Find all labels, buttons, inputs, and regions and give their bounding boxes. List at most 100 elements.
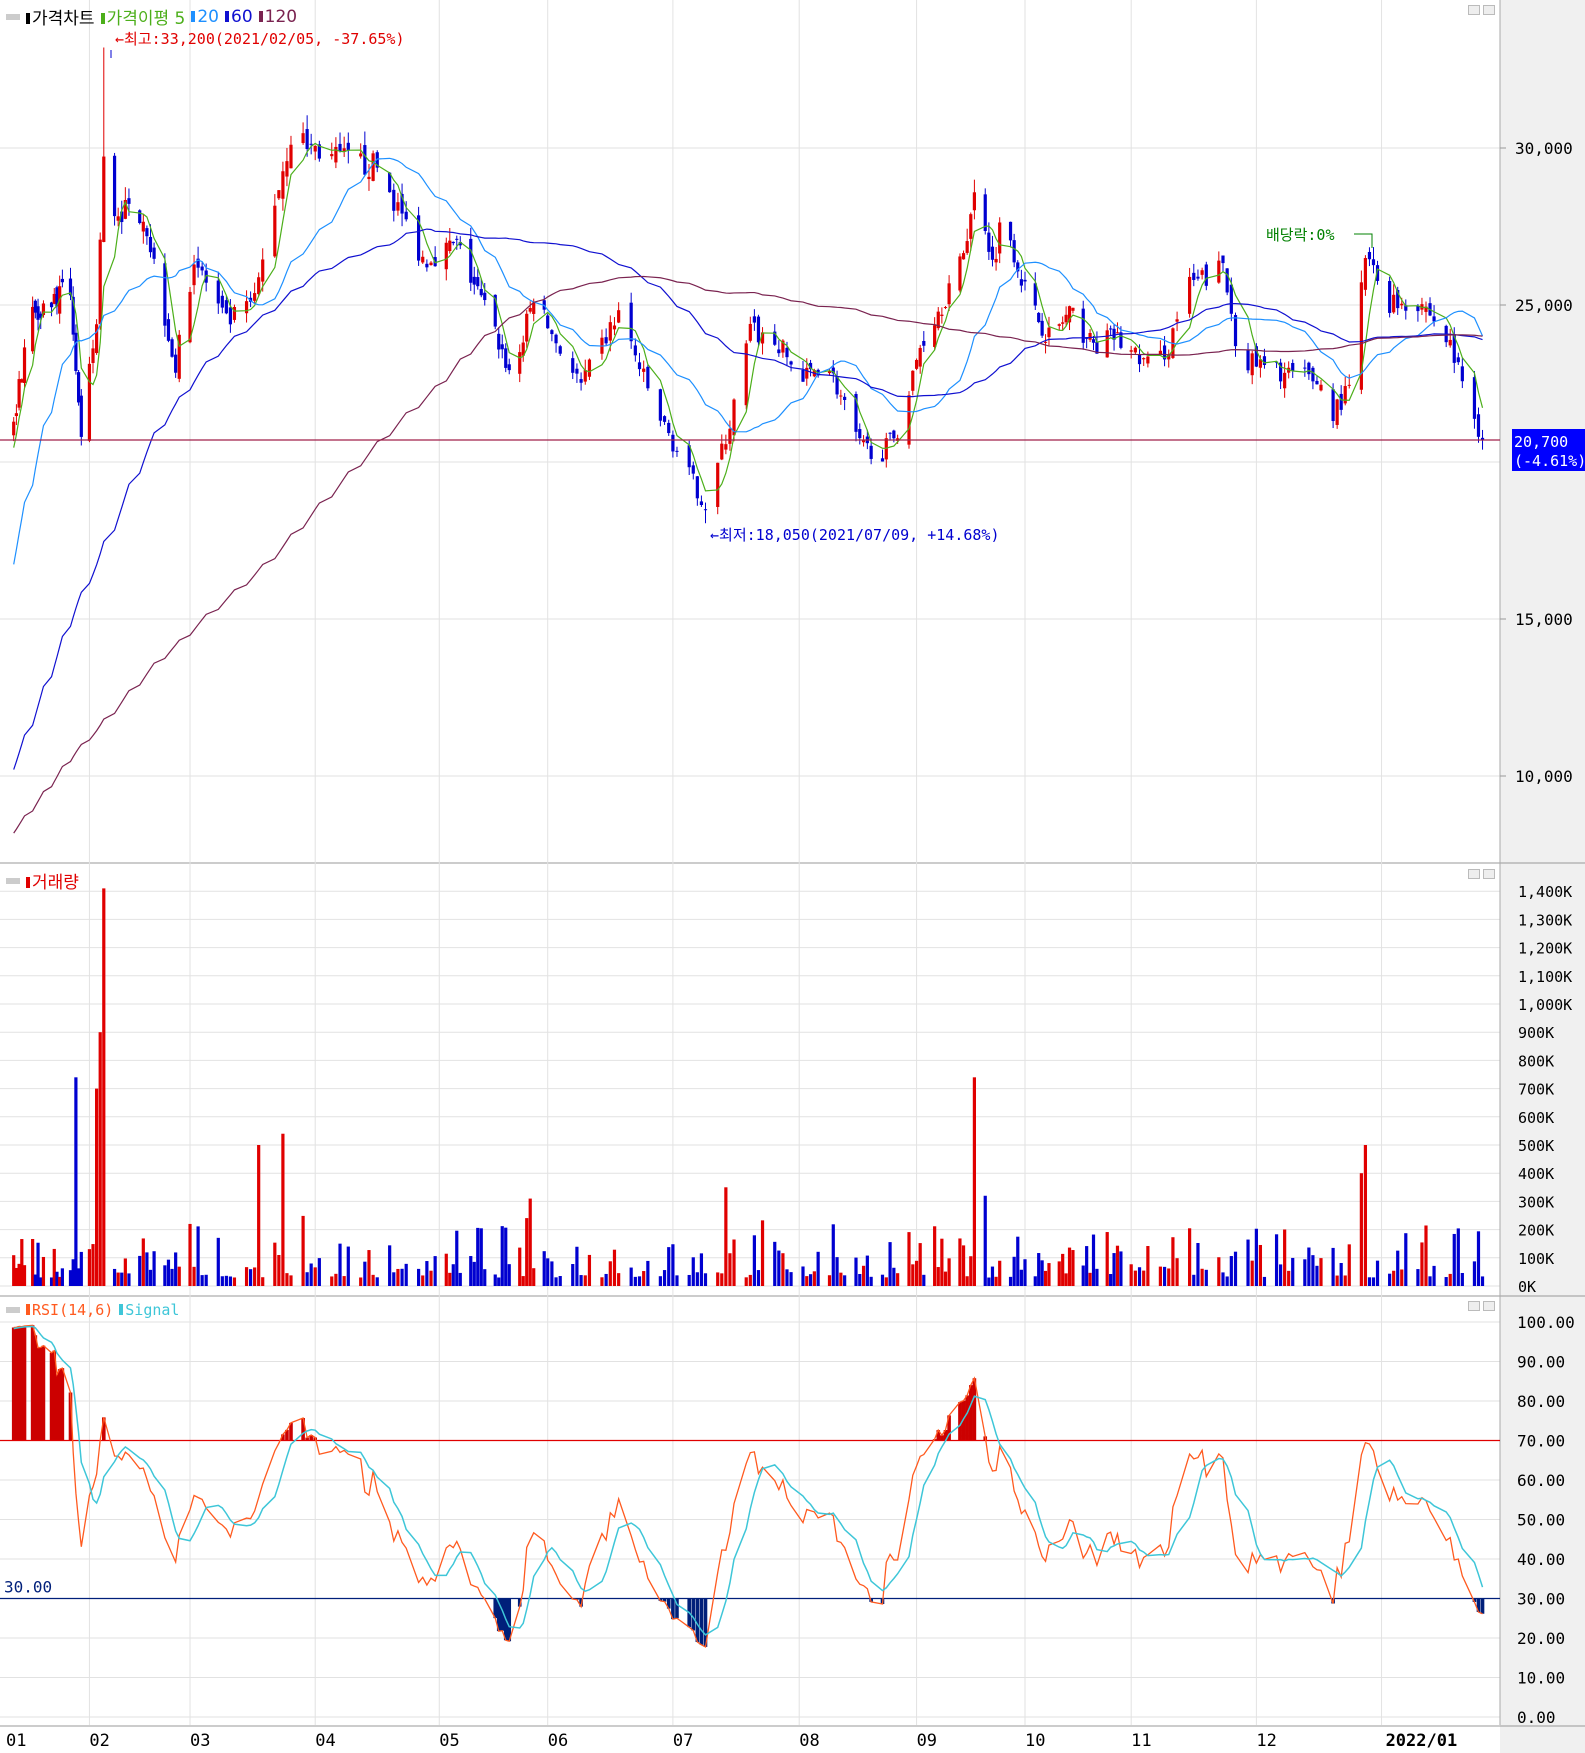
volume-bar bbox=[1023, 1259, 1027, 1286]
volume-bar bbox=[1162, 1266, 1167, 1286]
candle bbox=[546, 313, 550, 329]
volume-bar bbox=[458, 1272, 462, 1286]
volume-bar bbox=[816, 1251, 820, 1286]
candle bbox=[1033, 272, 1037, 310]
volume-bar bbox=[1233, 1251, 1238, 1286]
restore-icon[interactable] bbox=[1468, 1301, 1480, 1311]
candle bbox=[861, 435, 866, 447]
volume-bar bbox=[835, 1257, 839, 1286]
candle bbox=[17, 370, 21, 411]
candle bbox=[914, 358, 919, 371]
volume-bar bbox=[604, 1273, 608, 1286]
volume-bar bbox=[612, 1249, 617, 1286]
volume-bar bbox=[1400, 1269, 1404, 1286]
candle bbox=[633, 338, 637, 362]
candle bbox=[969, 212, 973, 251]
candle bbox=[497, 327, 501, 359]
volume-bar bbox=[1424, 1225, 1428, 1286]
candle bbox=[281, 161, 285, 211]
candle bbox=[1217, 251, 1221, 284]
volume-bar bbox=[987, 1277, 991, 1286]
panel-menu-icon[interactable] bbox=[6, 13, 20, 20]
volume-bar bbox=[617, 1273, 621, 1286]
panel-menu-icon[interactable] bbox=[6, 877, 20, 884]
restore-icon[interactable] bbox=[1468, 5, 1480, 15]
volume-bar bbox=[608, 1261, 612, 1286]
panel-menu-icon[interactable] bbox=[6, 1307, 20, 1313]
volume-bar bbox=[232, 1277, 237, 1286]
candles bbox=[12, 47, 1485, 524]
volume-bar bbox=[1091, 1234, 1096, 1286]
volume-bar bbox=[521, 1276, 525, 1286]
volume-bar bbox=[773, 1241, 777, 1286]
candle bbox=[554, 333, 558, 353]
volume-bar bbox=[1392, 1270, 1396, 1286]
volume-bar bbox=[760, 1220, 765, 1286]
volume-bar bbox=[1343, 1275, 1347, 1286]
volume-bar bbox=[965, 1276, 969, 1286]
volume-bar bbox=[342, 1276, 346, 1286]
candle bbox=[363, 131, 367, 176]
candle bbox=[525, 310, 529, 349]
volume-bar bbox=[827, 1275, 832, 1286]
candle bbox=[425, 259, 429, 272]
candle bbox=[612, 317, 617, 336]
x-tick-label: 09 bbox=[917, 1731, 937, 1751]
volume-bar bbox=[74, 1077, 78, 1286]
volume-bar bbox=[504, 1227, 508, 1286]
volume-bar bbox=[281, 1133, 285, 1286]
candle bbox=[958, 253, 962, 293]
volume-bar bbox=[500, 1226, 504, 1286]
candle bbox=[1204, 261, 1208, 291]
candle bbox=[1367, 247, 1372, 267]
candle bbox=[196, 246, 200, 278]
rsi-tick-label: 100.00 bbox=[1517, 1313, 1575, 1332]
candle bbox=[843, 393, 847, 411]
price-title: 가격차트 bbox=[32, 9, 95, 29]
rsi-tick-label: 70.00 bbox=[1517, 1432, 1565, 1451]
volume-bar bbox=[961, 1245, 966, 1286]
rsi-tick-label: 0.00 bbox=[1517, 1708, 1556, 1727]
candle bbox=[579, 372, 583, 391]
volume-bar bbox=[1416, 1269, 1420, 1286]
x-tick-label: 04 bbox=[315, 1731, 335, 1751]
candle bbox=[1472, 371, 1477, 429]
volume-tick-label: 1,300K bbox=[1518, 911, 1572, 929]
candle bbox=[138, 209, 142, 225]
volume-bar bbox=[646, 1260, 650, 1286]
candle bbox=[575, 363, 579, 383]
candle bbox=[1347, 374, 1351, 389]
candle bbox=[192, 254, 196, 295]
candle bbox=[289, 135, 293, 169]
candle bbox=[277, 190, 281, 201]
close-icon[interactable] bbox=[1483, 5, 1495, 15]
volume-bar bbox=[812, 1271, 816, 1286]
volume-bar bbox=[1112, 1253, 1116, 1286]
rsi-legend: RSI(14,6) Signal bbox=[6, 1301, 179, 1319]
candle bbox=[1061, 316, 1065, 331]
volume-bar bbox=[720, 1273, 724, 1286]
candle bbox=[1115, 322, 1120, 334]
candle bbox=[504, 343, 508, 373]
volume-bar bbox=[600, 1277, 604, 1286]
volume-bar bbox=[1225, 1276, 1229, 1286]
ma5-line bbox=[13, 142, 1484, 492]
candle bbox=[1311, 366, 1315, 390]
candle bbox=[571, 351, 575, 380]
volume-bar bbox=[892, 1267, 896, 1286]
restore-icon[interactable] bbox=[1468, 869, 1480, 879]
volume-bar bbox=[273, 1242, 277, 1286]
volume-bar bbox=[1129, 1264, 1133, 1286]
close-icon[interactable] bbox=[1483, 869, 1495, 879]
candle bbox=[1043, 334, 1048, 354]
volume-bar bbox=[1315, 1265, 1319, 1286]
close-icon[interactable] bbox=[1483, 1301, 1495, 1311]
volume-bar bbox=[1363, 1145, 1368, 1286]
candle bbox=[346, 132, 350, 164]
volume-bar bbox=[170, 1268, 174, 1286]
volume-bar bbox=[120, 1272, 124, 1286]
candle bbox=[367, 163, 371, 191]
candle bbox=[244, 290, 249, 323]
volume-bar bbox=[637, 1276, 642, 1286]
candle bbox=[637, 352, 642, 377]
